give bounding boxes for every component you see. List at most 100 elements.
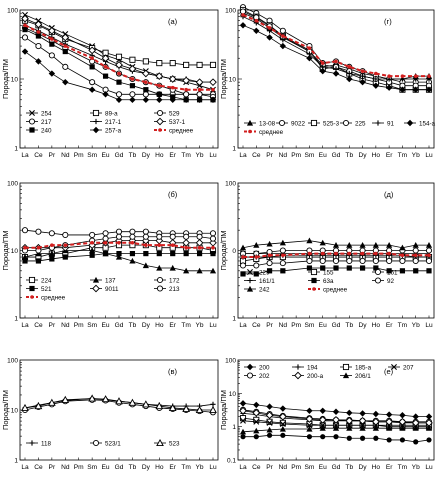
legend-entry: 200: [259, 364, 270, 371]
legend-swatch-marker: [158, 128, 162, 132]
x-tick-label: Nd: [279, 322, 288, 329]
data-point-marker: [385, 84, 393, 91]
x-tick-label: Pr: [49, 464, 56, 471]
x-tick-label: Pm: [291, 464, 301, 471]
data-point-marker: [320, 251, 325, 256]
data-point-marker: [239, 406, 247, 415]
x-tick-label: Er: [169, 464, 176, 471]
legend-entry: 118: [41, 440, 52, 447]
data-point-marker: [128, 65, 137, 73]
data-point-marker: [319, 407, 326, 414]
legend-entry: 91: [387, 120, 395, 127]
x-tick-label: La: [239, 152, 247, 159]
data-point-marker: [345, 416, 354, 425]
data-point-marker: [102, 73, 109, 79]
legend-swatch-marker: [295, 364, 301, 370]
data-point-marker: [35, 33, 42, 39]
data-point-marker: [48, 52, 55, 59]
data-point-marker: [211, 245, 215, 250]
x-tick-label: Tm: [181, 464, 191, 471]
data-point-marker: [156, 96, 163, 103]
series-line: [24, 24, 213, 91]
data-point-marker: [115, 228, 123, 235]
series-200-a: [239, 406, 433, 427]
data-point-marker: [320, 265, 326, 271]
data-point-marker: [346, 242, 353, 248]
x-tick-label: Sm: [87, 464, 97, 471]
y-axis-label: Порода/ПМ: [219, 230, 228, 270]
data-point-marker: [170, 243, 175, 247]
legend-swatch-marker: [278, 119, 286, 127]
data-point-marker: [169, 233, 176, 240]
data-point-marker: [373, 265, 379, 271]
legend-swatch-marker: [312, 287, 316, 291]
data-point-marker: [359, 425, 366, 431]
data-point-marker: [425, 425, 433, 431]
y-tick-label: 100: [7, 358, 18, 365]
data-point-marker: [281, 34, 285, 38]
y-tick-label: 100: [7, 8, 18, 15]
data-point-marker: [359, 242, 366, 248]
data-point-marker: [35, 43, 42, 50]
data-point-marker: [88, 86, 96, 93]
data-point-marker: [427, 253, 431, 258]
data-point-marker: [387, 74, 391, 78]
data-point-marker: [117, 71, 121, 76]
y-axis-label: Порода/ПМ: [219, 59, 228, 99]
data-point-marker: [374, 251, 378, 256]
data-point-marker: [386, 425, 393, 431]
legend-entry: 202: [259, 373, 270, 380]
x-tick-label: Eu: [319, 152, 327, 159]
x-tick-label: Yb: [196, 322, 204, 329]
data-point-marker: [196, 250, 203, 257]
data-point-marker: [129, 250, 136, 257]
data-point-marker: [169, 96, 176, 103]
x-tick-label: Er: [169, 322, 176, 329]
data-point-marker: [116, 250, 122, 257]
data-point-marker: [332, 425, 340, 431]
data-point-marker: [372, 257, 379, 265]
legend-entry: 89-a: [105, 110, 118, 117]
data-point-marker: [156, 250, 162, 257]
data-point-marker: [21, 48, 29, 55]
legend-entry: 240: [41, 127, 52, 134]
series-line: [242, 427, 429, 433]
data-point-marker: [240, 417, 246, 424]
series-206/1: [239, 425, 433, 435]
legend-swatch-marker: [29, 285, 35, 292]
data-point-marker: [346, 409, 353, 417]
data-point-marker: [239, 400, 247, 407]
data-point-marker: [115, 91, 123, 98]
data-point-marker: [142, 96, 150, 103]
data-point-marker: [182, 96, 190, 103]
data-point-marker: [115, 53, 123, 60]
x-tick-label: Gd: [115, 322, 124, 329]
legend-swatch-marker: [29, 440, 35, 446]
x-tick-label: Ho: [155, 152, 164, 159]
data-point-marker: [129, 233, 136, 240]
legend-swatch-marker: [30, 295, 34, 299]
data-point-marker: [333, 265, 339, 271]
data-point-marker: [196, 61, 203, 68]
x-tick-label: Lu: [209, 322, 217, 329]
series-line: [24, 250, 213, 272]
x-tick-label: La: [21, 464, 29, 471]
data-point-marker: [412, 413, 419, 420]
data-point-marker: [156, 91, 162, 97]
data-point-marker: [48, 230, 55, 237]
legend-swatch-marker: [29, 127, 35, 133]
x-tick-label: Eu: [102, 152, 110, 159]
series-523: [21, 394, 217, 414]
legend-swatch-marker: [246, 372, 254, 379]
x-tick-label: La: [239, 322, 247, 329]
y-axis-label: Порода/ПМ: [1, 390, 10, 430]
legend-entry: 9022: [291, 120, 306, 127]
legend-entry: 213: [169, 286, 180, 293]
data-point-marker: [425, 247, 433, 254]
data-point-marker: [253, 427, 260, 434]
data-point-marker: [387, 251, 391, 256]
legend-swatch-marker: [246, 285, 254, 292]
data-point-marker: [48, 70, 56, 77]
data-point-marker: [266, 419, 273, 426]
